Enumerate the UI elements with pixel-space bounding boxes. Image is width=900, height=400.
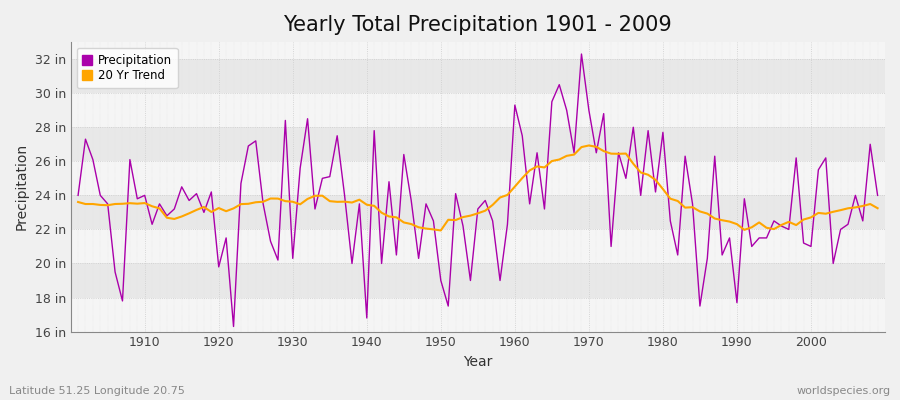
Line: 20 Yr Trend: 20 Yr Trend xyxy=(78,146,878,230)
20 Yr Trend xyxy=(132,201,143,206)
Bar xyxy=(71,298,885,332)
X-axis label: Year: Year xyxy=(464,355,492,369)
20 Yr Trend xyxy=(872,206,883,211)
Title: Yearly Total Precipitation 1901 - 2009: Yearly Total Precipitation 1901 - 2009 xyxy=(284,15,672,35)
Precipitation xyxy=(346,261,357,266)
Bar xyxy=(71,230,885,264)
Legend: Precipitation, 20 Yr Trend: Precipitation, 20 Yr Trend xyxy=(76,48,178,88)
Precipitation xyxy=(613,150,624,155)
Text: worldspecies.org: worldspecies.org xyxy=(796,386,891,396)
Bar xyxy=(71,127,885,161)
20 Yr Trend xyxy=(583,143,594,148)
Precipitation xyxy=(517,133,527,138)
Bar xyxy=(71,161,885,195)
20 Yr Trend xyxy=(73,200,84,204)
Precipitation xyxy=(228,324,238,329)
Line: Precipitation: Precipitation xyxy=(78,54,878,326)
20 Yr Trend xyxy=(339,199,350,204)
20 Yr Trend xyxy=(517,176,527,180)
20 Yr Trend xyxy=(295,202,306,207)
20 Yr Trend xyxy=(613,152,624,156)
Precipitation xyxy=(73,193,84,198)
Precipitation xyxy=(872,193,883,198)
Precipitation xyxy=(509,103,520,108)
Precipitation xyxy=(302,116,313,121)
Bar xyxy=(71,93,885,127)
20 Yr Trend xyxy=(436,228,446,233)
Bar xyxy=(71,264,885,298)
Y-axis label: Precipitation: Precipitation xyxy=(15,143,29,230)
Precipitation xyxy=(132,196,143,201)
Text: Latitude 51.25 Longitude 20.75: Latitude 51.25 Longitude 20.75 xyxy=(9,386,184,396)
Bar xyxy=(71,195,885,230)
20 Yr Trend xyxy=(509,184,520,189)
Bar xyxy=(71,59,885,93)
Precipitation xyxy=(576,52,587,56)
